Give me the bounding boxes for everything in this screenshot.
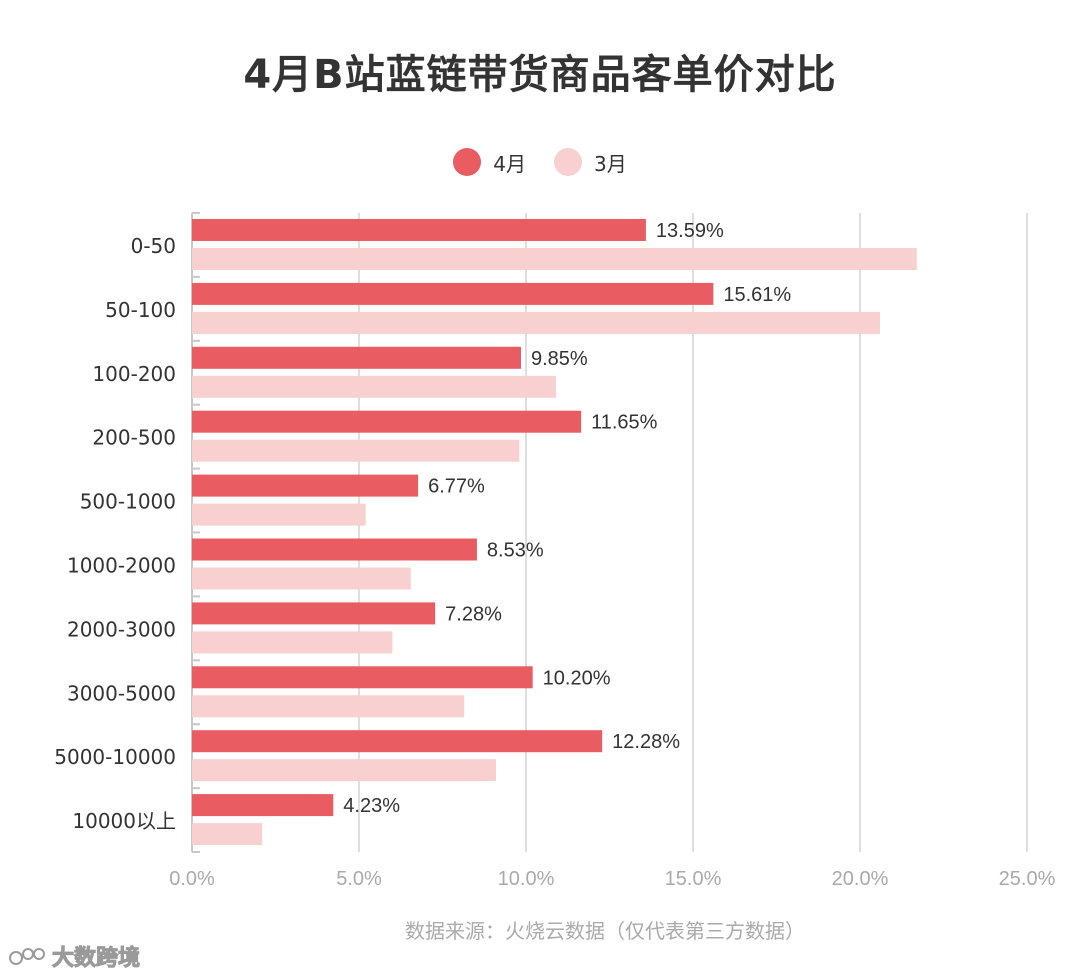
legend-swatch-april — [453, 148, 482, 176]
data-label: 13.59% — [656, 220, 724, 242]
x-tick-label: 0.0% — [169, 868, 215, 890]
data-label: 15.61% — [723, 284, 791, 306]
bar-april — [192, 282, 714, 305]
legend-item-march[interactable]: 3月 — [554, 148, 627, 177]
bar-march — [192, 311, 881, 334]
bar-april — [192, 538, 477, 561]
category-label: 100-200 — [92, 362, 176, 386]
bar-march — [192, 375, 557, 398]
bar-april — [192, 730, 603, 753]
legend-swatch-march — [554, 148, 582, 176]
legend-label-march: 3月 — [594, 151, 627, 176]
bar-april — [192, 346, 521, 369]
bar-march — [192, 248, 917, 270]
category-label: 1000-2000 — [67, 553, 176, 577]
data-label: 4.23% — [343, 795, 400, 817]
data-label: 12.28% — [612, 731, 680, 753]
x-tick-label: 15.0% — [665, 868, 722, 890]
x-tick-label: 10.0% — [498, 868, 555, 890]
bar-march — [192, 695, 465, 718]
category-label: 500-1000 — [80, 490, 176, 514]
data-source-note: 数据来源：火烧云数据（仅代表第三方数据） — [405, 919, 805, 943]
bar-april — [192, 666, 533, 689]
bar-april — [192, 794, 334, 817]
bar-march — [192, 567, 411, 590]
legend-item-april[interactable]: 4月 — [453, 148, 526, 177]
bar-april — [192, 219, 646, 241]
category-label: 50-100 — [105, 298, 176, 322]
bar-april — [192, 410, 582, 433]
bar-april — [192, 474, 419, 497]
data-label: 7.28% — [445, 603, 502, 625]
bar-march — [192, 439, 520, 462]
data-label: 10.20% — [543, 667, 611, 689]
bar-march — [192, 759, 496, 782]
category-label: 2000-3000 — [67, 617, 176, 641]
data-label: 6.77% — [428, 476, 485, 498]
legend-label-april: 4月 — [493, 151, 526, 176]
x-tick-label: 20.0% — [832, 868, 889, 890]
watermark-text: 大数跨境 — [51, 946, 141, 972]
watermark: 大数跨境 — [8, 940, 141, 972]
watermark-logo-icon — [9, 948, 45, 965]
category-label: 200-500 — [92, 426, 176, 450]
data-label: 8.53% — [487, 540, 544, 562]
category-label: 5000-10000 — [54, 745, 176, 769]
bar-april — [192, 602, 436, 625]
chart-title: 4月B站蓝链带货商品客单价对比 — [243, 52, 837, 98]
x-tick-label: 5.0% — [336, 868, 382, 890]
x-tick-label: 25.0% — [999, 868, 1056, 890]
bar-march — [192, 631, 393, 654]
bar-march — [192, 823, 263, 846]
category-label: 0-50 — [131, 234, 176, 258]
category-label: 10000以上 — [72, 809, 176, 833]
category-label: 3000-5000 — [67, 681, 176, 705]
data-label: 9.85% — [531, 348, 588, 370]
legend: 4月 3月 — [0, 144, 1080, 180]
bar-march — [192, 503, 366, 526]
data-label: 11.65% — [591, 412, 658, 434]
